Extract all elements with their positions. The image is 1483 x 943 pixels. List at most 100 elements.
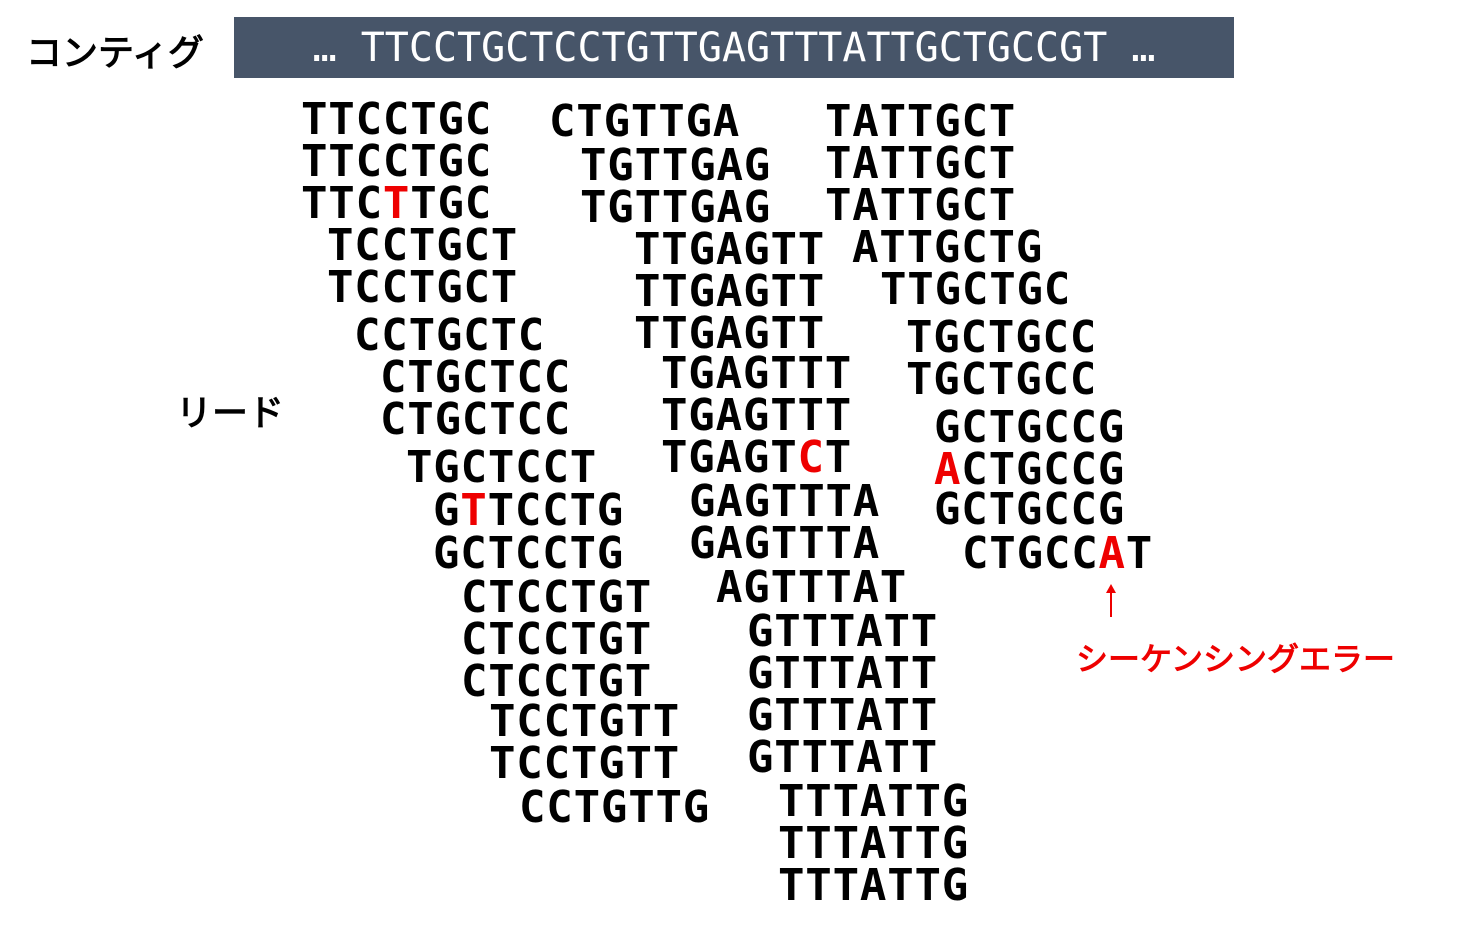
read-base: T <box>661 224 689 275</box>
read-base: G <box>743 308 771 359</box>
read-sequence: GAGTTTA <box>689 478 880 526</box>
read-base: T <box>825 518 853 569</box>
read-sequence: GTTTATT <box>747 608 938 656</box>
read-base: G <box>435 310 464 361</box>
read-base: C <box>961 402 989 453</box>
read-base: C <box>463 220 491 271</box>
read-base: T <box>801 648 829 699</box>
read-base: T <box>887 818 915 869</box>
read-base: T <box>798 518 826 569</box>
read-base: C <box>516 738 544 789</box>
read-base: T <box>797 308 826 359</box>
read-base: G <box>689 182 717 233</box>
read-base: G <box>742 390 771 441</box>
read-base: C <box>516 352 544 403</box>
read-base: C <box>961 264 990 315</box>
read-sequence: ATTGCTG <box>852 224 1043 272</box>
read-base: T <box>805 818 833 869</box>
read-base: G <box>743 266 771 317</box>
read-base: T <box>661 348 689 399</box>
read-base: T <box>624 614 653 665</box>
read-base: T <box>805 860 833 911</box>
read-base: C <box>542 572 571 623</box>
read-base: T <box>634 182 662 233</box>
read-base: T <box>797 224 826 275</box>
read-base: C <box>1071 528 1099 579</box>
contig-sequence: … TTCCTGCTCCTGTTGAGTTTATTGCTGCCGT … <box>312 24 1156 71</box>
read-base: G <box>747 732 775 783</box>
read-base: G <box>941 818 970 869</box>
read-base: T <box>328 94 356 145</box>
read-base: T <box>774 732 802 783</box>
read-base: G <box>743 518 771 569</box>
read-base: A <box>716 476 744 527</box>
read-base: T <box>828 648 857 699</box>
read-base: G <box>434 394 462 445</box>
read-base: A <box>715 348 743 399</box>
read-sequence: TATTGCT <box>825 182 1016 230</box>
read-base: T <box>987 312 1016 363</box>
read-base: T <box>327 220 355 271</box>
read-base: T <box>488 614 516 665</box>
read-base: C <box>1070 484 1098 535</box>
read-base: C <box>1043 444 1071 495</box>
read-base: G <box>934 484 962 535</box>
read-sequence: TTTATTG <box>778 862 969 910</box>
read-base: T <box>778 818 806 869</box>
read-base: G <box>1016 528 1044 579</box>
read-base: T <box>774 648 802 699</box>
read-base: G <box>747 690 775 741</box>
read-base: T <box>805 776 833 827</box>
read-base: G <box>688 432 716 483</box>
read-base: T <box>634 266 662 317</box>
read-base: T <box>408 220 437 271</box>
read-base: C <box>464 136 493 187</box>
read-sequence: GTTTATT <box>747 734 938 782</box>
read-sequence: CTGCTCC <box>380 354 571 402</box>
read-base: G <box>436 220 464 271</box>
read-base: C <box>461 352 490 403</box>
read-base: C <box>546 782 574 833</box>
read-base: G <box>603 96 631 147</box>
read-base: G <box>607 182 635 233</box>
read-base: C <box>461 614 489 665</box>
read-base: C <box>463 262 491 313</box>
read-base: T <box>798 476 826 527</box>
read-base: T <box>408 310 436 361</box>
read-base: T <box>825 476 853 527</box>
read-base: C <box>1070 444 1098 495</box>
read-base: G <box>747 648 775 699</box>
read-base: C <box>542 528 570 579</box>
read-base: T <box>778 776 806 827</box>
read-base: T <box>988 96 1017 147</box>
read-sequence: GAGTTTA <box>689 520 880 568</box>
read-base: T <box>406 442 434 493</box>
read-base: C <box>380 352 408 403</box>
read-base: T <box>570 656 598 707</box>
read-base: G <box>607 140 635 191</box>
read-base: T <box>801 606 829 657</box>
read-base: T <box>569 485 597 536</box>
read-base: T <box>883 690 911 741</box>
read-sequence: TTTATTG <box>778 820 969 868</box>
read-base: T <box>570 696 599 747</box>
read-base: T <box>410 94 438 145</box>
read-sequence: TTTATTG <box>778 778 969 826</box>
read-base: G <box>743 224 771 275</box>
read-base: A <box>715 266 744 317</box>
read-base: C <box>1043 528 1072 579</box>
read-base: C <box>355 94 383 145</box>
read-base: A <box>716 182 744 233</box>
read-base: G <box>600 782 629 833</box>
read-base: C <box>1042 312 1070 363</box>
read-base: T <box>770 308 798 359</box>
read-base: T <box>580 182 608 233</box>
read-base: T <box>580 140 608 191</box>
read-base: A <box>852 138 880 189</box>
read-base: G <box>941 776 970 827</box>
read-base: T <box>625 738 653 789</box>
read-base: C <box>542 442 570 493</box>
read-base: C <box>463 310 491 361</box>
read-base: G <box>436 262 464 313</box>
read-base: C <box>960 354 988 405</box>
